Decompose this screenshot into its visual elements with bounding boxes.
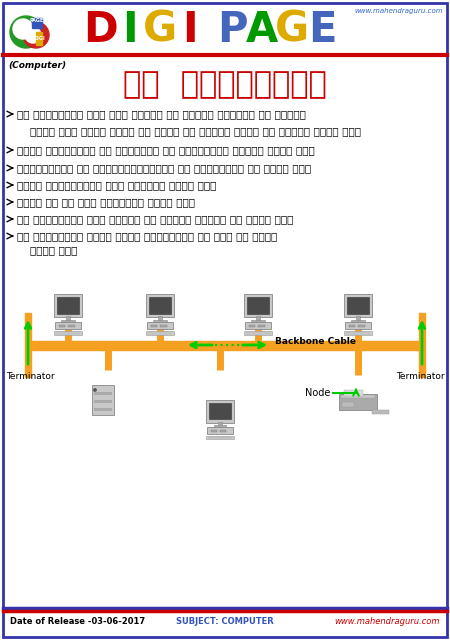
Bar [247,298,270,314]
Text: PAGE: PAGE [30,17,44,22]
Bar [248,326,255,328]
Bar [252,320,265,322]
Bar [147,322,173,329]
Bar [211,431,217,432]
Bar [160,326,166,328]
Bar [207,428,233,434]
Text: रिसोर्सेस और इंफास्ट्रक्चर की आवश्यकता कम होती हैं: रिसोर्सेस और इंफास्ट्रक्चर की आवश्यकता क… [17,163,311,173]
Text: G: G [143,9,177,51]
Bar [32,18,42,28]
Circle shape [13,19,33,39]
Text: Node: Node [305,388,330,398]
Text: होते हैं इसका अर्थ ये नहीं की सिंगल केबल से जुड़े होते हैं: होते हैं इसका अर्थ ये नहीं की सिंगल केबल… [30,126,361,136]
Bar [419,313,425,377]
Bar [348,326,355,328]
Text: बस टोपोलॉजी सबसे धीमी टोपोलॉजी के तौर भी जाना: बस टोपोलॉजी सबसे धीमी टोपोलॉजी के तौर भी… [17,231,277,241]
Bar [92,385,114,415]
Bar [28,340,422,349]
Bar [209,403,231,419]
Bar [258,326,265,328]
Text: DIGI: DIGI [33,36,45,42]
Text: Terminator: Terminator [6,372,54,381]
Text: बस टोपोलॉजी में सभी नोड्स एक सिंगल बैकबोन से जुड़े: बस टोपोलॉजी में सभी नोड्स एक सिंगल बैकबो… [17,109,306,119]
Text: Date of Release -03-06-2017: Date of Release -03-06-2017 [10,618,145,627]
Text: A: A [246,9,278,51]
Bar [61,320,75,322]
Bar [373,410,389,413]
Text: अन्य टोपोलॉजी की अपेक्षा बस टोपोलॉजी सस्ता होता हैं: अन्य टोपोलॉजी की अपेक्षा बस टोपोलॉजी सस्… [17,145,315,155]
Bar [153,320,166,322]
Bar [66,316,70,320]
Bar [244,294,272,317]
Text: P: P [217,9,248,51]
Bar [94,400,112,403]
Text: www.mahendraguru.com: www.mahendraguru.com [334,618,440,627]
Bar [351,320,364,322]
Bar [68,326,75,328]
Bar [150,326,157,328]
Bar [54,294,82,317]
Bar [358,326,365,328]
Bar [344,390,364,396]
Circle shape [23,22,49,48]
Bar [54,331,82,335]
Bar [256,316,260,320]
Bar [36,32,42,45]
Bar [58,326,65,328]
Bar [214,425,226,428]
Bar [206,399,234,422]
Text: G: G [275,9,309,51]
Bar [342,402,355,407]
Text: D: D [83,9,117,51]
Text: www.mahendraguru.com: www.mahendraguru.com [355,8,443,14]
Text: SUBJECT: COMPUTER: SUBJECT: COMPUTER [176,618,274,627]
Bar [146,294,174,317]
Bar [55,322,81,329]
Bar [146,331,174,335]
Text: इस टोपोलॉजी में आसानी से नोड्स जोड़े जा सकते हैं: इस टोपोलॉजी में आसानी से नोड्स जोड़े जा … [17,214,293,224]
Bar [344,294,372,317]
Bar [344,331,372,335]
Text: E: E [308,9,336,51]
Bar [218,422,222,426]
Bar [94,392,112,395]
Circle shape [10,16,42,48]
Text: Backbone Cable: Backbone Cable [275,337,356,346]
Circle shape [25,27,41,43]
Circle shape [94,388,96,391]
Bar [206,435,234,439]
Text: छोटे नेटवर्क्स में उपयोगी होते हैं: छोटे नेटवर्क्स में उपयोगी होते हैं [17,180,216,190]
Bar [339,394,377,410]
Bar [244,331,272,335]
Text: I: I [122,9,138,51]
Bar [346,298,369,314]
Bar [356,316,360,320]
Bar [57,298,79,314]
Bar [245,322,271,329]
Text: जाता हैं: जाता हैं [30,245,77,255]
Bar [25,313,31,377]
Bar [220,431,226,432]
Text: केबल का एक छोर टर्मिनल होता हैं: केबल का एक छोर टर्मिनल होता हैं [17,197,195,207]
Text: बस  टोपोलॉजी: बस टोपोलॉजी [123,70,327,99]
Text: Terminator: Terminator [396,372,444,381]
Bar [345,322,371,329]
Text: I: I [182,9,198,51]
Bar [94,408,112,411]
Bar [148,298,171,314]
Bar [341,395,375,398]
Bar [158,316,162,320]
Text: (Computer): (Computer) [8,61,66,70]
